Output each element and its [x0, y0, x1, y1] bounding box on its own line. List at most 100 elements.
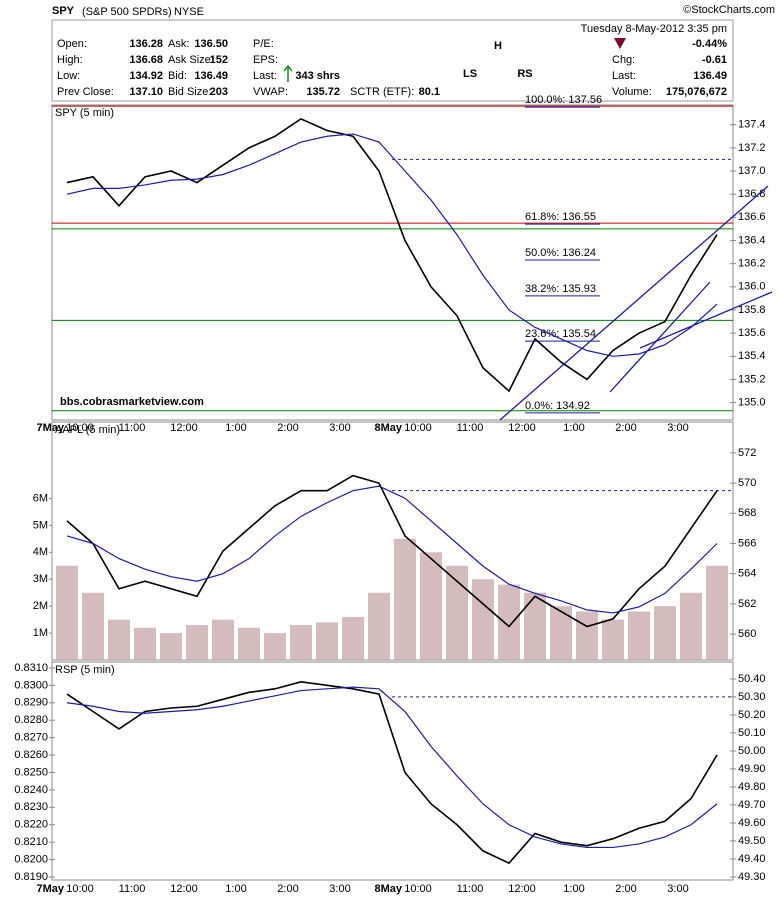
- x-tick-label: 3:00: [329, 422, 350, 434]
- quote-label: VWAP:: [253, 86, 288, 98]
- volume-bar: [602, 619, 624, 660]
- volume-bar: [134, 627, 156, 660]
- x-tick-label: 12:00: [170, 422, 198, 434]
- quote-value: 135.72: [306, 86, 340, 98]
- y-tick-label: 137.4: [738, 119, 766, 131]
- y2-tick-label: 49.30: [738, 871, 766, 883]
- panel-label: RSP (5 min): [55, 664, 115, 676]
- y-tick-label: 135.6: [738, 327, 766, 339]
- quote-value: 134.92: [129, 70, 163, 82]
- volume-bar: [342, 616, 364, 660]
- trendlines: [499, 185, 773, 421]
- quote-value: 136.49: [693, 70, 727, 82]
- y-tick-label: 0.8230: [14, 801, 48, 813]
- x-tick-label: 2:00: [277, 422, 298, 434]
- x-tick-label: 3:00: [667, 883, 688, 895]
- price-line: [66, 686, 718, 849]
- y-tick-label: 135.2: [738, 373, 766, 385]
- quote-value: 80.1: [419, 86, 440, 98]
- quote-label: Last:: [612, 70, 636, 82]
- volume-bar: [524, 592, 546, 660]
- x-tick-label: 10:00: [66, 422, 94, 434]
- quote-label: SCTR (ETF):: [350, 86, 414, 98]
- symbol: SPY: [52, 5, 75, 17]
- y2-tick-label: 49.40: [738, 853, 766, 865]
- volume-bar: [212, 619, 234, 660]
- quote-date: Tuesday 8-May-2012 3:35 pm: [581, 23, 727, 35]
- y-tick-label: 0.8250: [14, 766, 48, 778]
- y-tick-label: 0.8220: [14, 819, 48, 831]
- y2-tick-label: 50.20: [738, 709, 766, 721]
- day-label: 7May: [36, 883, 64, 895]
- quote-label: Bid Size:: [168, 86, 211, 98]
- day-label: 8May: [374, 422, 402, 434]
- x-tick-label: 1:00: [563, 422, 584, 434]
- x-tick-label: 11:00: [119, 883, 146, 895]
- y2-tick-label: 49.80: [738, 781, 766, 793]
- volume-bar: [550, 606, 572, 660]
- quote-value: 203: [210, 86, 228, 98]
- pattern-annotation: H: [494, 40, 502, 52]
- volume-bar: [498, 584, 520, 660]
- volume-tick-label: 2M: [33, 600, 48, 612]
- y-tick-label: 136.8: [738, 188, 766, 200]
- y-tick-label: 0.8260: [14, 749, 48, 761]
- x-tick-label: 1:00: [563, 883, 584, 895]
- panel-frame: [51, 104, 734, 421]
- x-tick-label: 1:00: [225, 422, 246, 434]
- x-tick-label: 3:00: [667, 422, 688, 434]
- quote-label: Bid:: [168, 70, 187, 82]
- quote-value: 152: [210, 54, 228, 66]
- y-tick-label: 0.8300: [14, 679, 48, 691]
- x-tick-label: 12:00: [508, 883, 536, 895]
- y2-tick-label: 50.10: [738, 727, 766, 739]
- volume-bar: [446, 565, 468, 660]
- quote-label: Chg:: [612, 54, 635, 66]
- volume-bar: [628, 611, 650, 660]
- y-tick-label: 137.2: [738, 142, 766, 154]
- x-tick-label: 2:00: [615, 883, 636, 895]
- volume-tick-label: 6M: [33, 492, 48, 504]
- x-tick-label: 3:00: [329, 883, 350, 895]
- y-tick-label: 0.8240: [14, 784, 48, 796]
- quote-label: Open:: [57, 38, 87, 50]
- volume-bar: [472, 579, 494, 660]
- x-tick-label: 2:00: [277, 883, 298, 895]
- volume-tick-label: 4M: [33, 546, 48, 558]
- volume-bar: [238, 627, 260, 660]
- quote-label: Volume:: [612, 86, 652, 98]
- y-tick-label: 0.8270: [14, 732, 48, 744]
- fib-label: 100.0%: 137.56: [525, 94, 602, 106]
- volume-bar: [420, 552, 442, 660]
- y-tick-label: 136.6: [738, 211, 766, 223]
- day-label: 7May: [36, 422, 64, 434]
- y-tick-label: 560: [738, 628, 756, 640]
- panel-label: AAPL (5 min): [55, 424, 120, 436]
- volume-bar: [56, 565, 78, 660]
- y-tick-label: 135.0: [738, 397, 766, 409]
- price-line: [66, 681, 718, 865]
- y-tick-label: 0.8200: [14, 854, 48, 866]
- x-tick-label: 12:00: [170, 883, 198, 895]
- quote-label: P/E:: [253, 38, 274, 50]
- volume-bar: [160, 633, 182, 660]
- quote-label: Last:: [253, 70, 277, 82]
- price-line: [66, 474, 718, 628]
- y-tick-label: 566: [738, 537, 756, 549]
- y2-tick-label: 49.70: [738, 799, 766, 811]
- quote-label: EPS:: [253, 54, 278, 66]
- y2-tick-label: 50.30: [738, 691, 766, 703]
- volume-bar: [576, 611, 598, 660]
- panel-label: SPY (5 min): [55, 107, 114, 119]
- volume-bar: [316, 622, 338, 660]
- volume-bar: [108, 619, 130, 660]
- y2-tick-label: 49.90: [738, 763, 766, 775]
- x-tick-label: 10:00: [404, 883, 432, 895]
- quote-label: Prev Close:: [57, 86, 114, 98]
- x-tick-label: 11:00: [119, 422, 146, 434]
- symbol-name: (S&P 500 SPDRs): [82, 6, 172, 18]
- fib-label: 61.8%: 136.55: [525, 211, 596, 223]
- volume-tick-label: 1M: [33, 627, 48, 639]
